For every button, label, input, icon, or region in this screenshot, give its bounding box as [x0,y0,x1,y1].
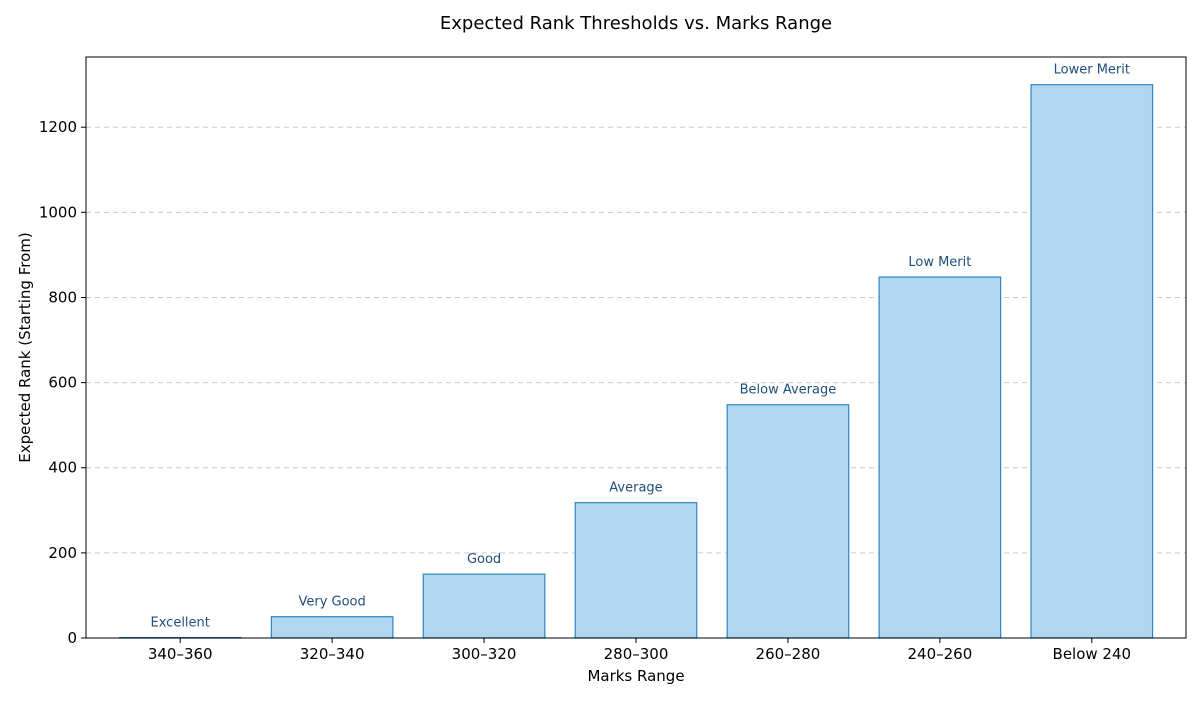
x-tick-label: 300–320 [452,645,517,663]
bar [879,277,1001,638]
y-tick-label: 1200 [39,118,77,136]
y-tick-label: 200 [48,544,77,562]
bar-annotation: Below Average [740,383,837,398]
bars [119,85,1152,638]
bar [575,503,697,638]
y-tick-label: 400 [48,459,77,477]
bar [423,574,545,638]
x-tick-label: 320–340 [300,645,365,663]
x-tick-label: 280–300 [604,645,669,663]
bar-annotation: Average [609,481,662,496]
y-tick-label: 600 [48,374,77,392]
x-tick-label: 240–260 [907,645,972,663]
y-axis-ticks: 0 200 400 600 800 1000 1200 [39,118,86,647]
bar-annotation: Lower Merit [1054,63,1130,78]
x-axis-label: Marks Range [587,667,684,685]
y-tick-label: 1000 [39,203,77,221]
bar [727,405,849,638]
y-tick-label: 0 [67,629,77,647]
bar-annotation: Low Merit [908,255,971,270]
chart-title: Expected Rank Thresholds vs. Marks Range [440,13,832,34]
x-tick-label: Below 240 [1053,645,1132,663]
x-tick-label: 340–360 [148,645,213,663]
x-tick-label: 260–280 [756,645,821,663]
bar [1031,85,1153,638]
bar-annotation: Excellent [151,616,210,631]
bar-annotation: Very Good [298,595,365,610]
y-tick-label: 800 [48,288,77,306]
y-axis-label: Expected Rank (Starting From) [16,232,34,462]
bar-annotation: Good [467,552,501,567]
bar [271,617,393,638]
x-axis-ticks: 340–360 320–340 300–320 280–300 260–280 240–2… [148,638,1131,663]
